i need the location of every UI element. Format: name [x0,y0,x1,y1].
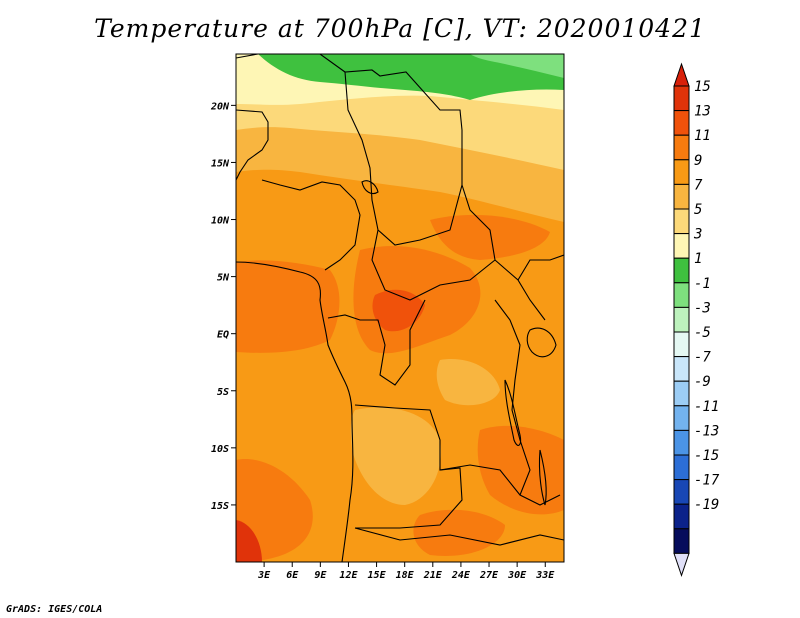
colorbar-swatch [673,233,690,259]
colorbar-bottom-arrow [673,552,690,577]
lon-tick-label: 12E [339,570,358,581]
colorbar-label: 7 [694,177,703,193]
colorbar-swatch [673,183,690,210]
lon-tick-label: 21E [423,570,443,581]
border-sahara [236,54,463,185]
colorbar-label: -7 [694,350,711,366]
colorbar-label: 1 [694,251,702,267]
colorbar-swatch [673,306,690,333]
colorbar-swatch [673,454,690,481]
colorbar-swatch [673,282,690,308]
coastline-west [236,109,269,181]
colorbar-swatch [673,134,690,161]
border-car [371,229,496,301]
colorbar-label: -5 [694,325,711,341]
colorbar-swatch [673,503,690,530]
lon-tick-label: 3E [257,570,271,581]
border-angola [354,404,463,529]
hot-southwest [236,520,262,562]
boundaries [236,54,564,562]
colorbar-swatch [673,159,690,185]
colorbar-swatch [673,528,690,554]
border-chad [344,71,463,246]
border-south [354,527,564,546]
colorbar-label: 3 [693,227,702,243]
colorbar-swatch [673,380,690,407]
lat-tick-label: 15S [211,501,229,512]
coastline-gulf [236,261,354,562]
lon-tick-label: 15E [368,570,387,581]
lon-tick-label: 33E [535,570,555,581]
lake-malawi [538,449,547,506]
colorbar-swatch [673,331,690,358]
colorbar-label: -3 [694,300,711,316]
colorbar-label: -17 [694,473,720,489]
border-congo [327,299,426,386]
colorbar-swatch [673,257,690,284]
colorbar-label: 5 [694,202,702,218]
lake-chad [361,180,379,195]
band-minus1-1 [470,54,564,78]
lat-tick-label: 10S [211,444,229,455]
lat-tick-label: 15N [211,158,230,169]
cool-angola [350,407,441,505]
colorbar-swatch [673,110,690,136]
lon-tick-label: 24E [451,570,471,581]
lon-tick-label: 18E [396,570,415,581]
lon-tick-label: 30E [507,570,527,581]
border-east [517,254,564,281]
colorbar-swatch [673,429,690,456]
colorbar-label: 9 [694,153,702,169]
colorbar-swatch [673,405,690,431]
border-nigeria [261,179,361,271]
colorbar-swatch [673,85,690,112]
lat-tick-label: EQ [217,330,229,341]
lat-tick-label: 5S [217,387,229,398]
colorbar-label: -15 [694,448,719,464]
lat-tick-label: 10N [211,216,230,227]
lat-tick-label: 5N [217,273,230,284]
border-drc-east [494,299,531,496]
colorbar-label: -9 [694,374,711,390]
lon-tick-label: 9E [314,570,327,581]
colorbar-label: 13 [694,104,711,120]
colorbar-label: -1 [694,276,711,292]
colorbar-label: 11 [694,128,711,144]
lon-tick-label: 27E [479,570,499,581]
colorbar-top-arrow [673,62,690,87]
map-frame [235,53,565,563]
lon-tick-label: 6E [286,570,299,581]
colorbar-swatch [673,356,690,382]
warm-northeast [430,214,550,260]
warm-west [236,260,340,353]
border-zambia [439,464,561,506]
lake-victoria [526,327,557,358]
lake-tanganyika [504,379,522,446]
cool-central [436,359,500,406]
warm-south [413,509,505,556]
colorbar-swatch [673,208,690,235]
colorbar-swatch [673,479,690,505]
hot-congo [372,289,425,332]
colorbar-label: 15 [694,79,711,95]
colorbar-label: -19 [694,497,719,513]
colorbar-label: -13 [694,423,719,439]
lat-tick-label: 20N [210,101,230,112]
map-title: Temperature at 700hPa [C], VT: 202001042… [94,14,706,43]
colorbar: 15 13 11 9 7 5 3 1 -1 -3 -5 -7 -9 -11 -13 -15 -17 -19 [673,62,720,577]
map-axes: 20N 15N 10N 5N EQ 5S 10S 15S 3E 6E 9E 12E 15E 18E 21E 2… [210,101,555,581]
temperature-field [236,54,564,562]
credit-label: GrADS: IGES/COLA [6,604,103,615]
colorbar-label: -11 [694,399,719,415]
